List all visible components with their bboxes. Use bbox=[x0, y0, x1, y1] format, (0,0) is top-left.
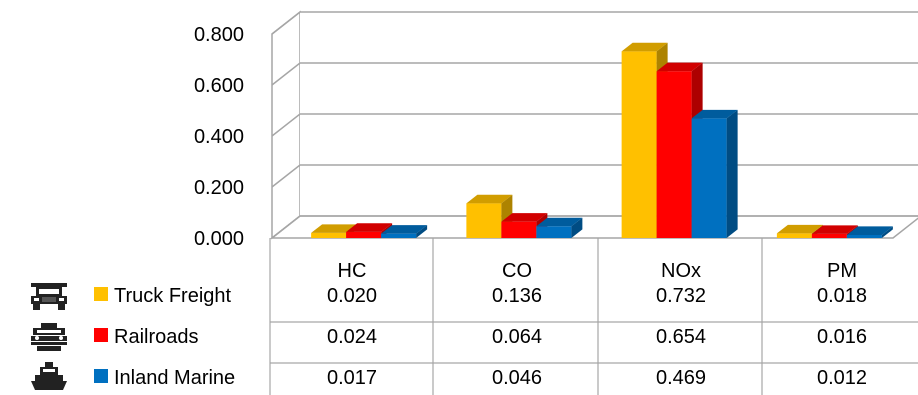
y-tick-label: 0.200 bbox=[194, 177, 244, 199]
data-table: Truck Freight 0.020 0.136 0.732 0.018 Railroa… bbox=[31, 238, 918, 395]
table-row: Truck Freight 0.020 0.136 0.732 0.018 bbox=[31, 283, 867, 310]
ship-icon bbox=[31, 362, 67, 390]
table-cell: 0.136 bbox=[492, 285, 542, 307]
bar-inland-marine-hc bbox=[381, 225, 428, 238]
legend-key bbox=[94, 369, 108, 383]
bar-inland-marine-pm bbox=[846, 226, 893, 238]
table-row: Railroads 0.024 0.064 0.654 0.016 bbox=[31, 323, 867, 351]
x-axis-category-labels: HC CO NOx PM bbox=[338, 260, 857, 282]
y-tick-label: 0.000 bbox=[194, 228, 244, 250]
y-tick-label: 0.400 bbox=[194, 126, 244, 148]
y-tick-label: 0.600 bbox=[194, 75, 244, 97]
category-label: PM bbox=[827, 260, 857, 282]
legend-key bbox=[94, 287, 108, 301]
legend-label: Truck Freight bbox=[114, 285, 232, 307]
gridline bbox=[271, 11, 918, 35]
category-label: NOx bbox=[661, 260, 701, 282]
table-cell: 0.018 bbox=[817, 285, 867, 307]
table-cell: 0.732 bbox=[656, 285, 706, 307]
table-cell: 0.020 bbox=[327, 285, 377, 307]
table-cell: 0.017 bbox=[327, 367, 377, 389]
table-cell: 0.046 bbox=[492, 367, 542, 389]
table-cell: 0.012 bbox=[817, 367, 867, 389]
legend-label: Railroads bbox=[114, 326, 198, 348]
chart-bars bbox=[311, 42, 893, 239]
table-cell: 0.016 bbox=[817, 326, 867, 348]
chart-walls bbox=[269, 10, 918, 240]
category-label: CO bbox=[502, 260, 532, 282]
y-axis-ticks: 0.000 0.200 0.400 0.600 0.800 bbox=[194, 24, 244, 250]
locomotive-icon bbox=[31, 323, 67, 351]
legend-key bbox=[94, 328, 108, 342]
legend-label: Inland Marine bbox=[114, 367, 235, 389]
table-cell: 0.064 bbox=[492, 326, 542, 348]
table-cell: 0.654 bbox=[656, 326, 706, 348]
bar-inland-marine-nox bbox=[691, 109, 738, 238]
table-cell: 0.469 bbox=[656, 367, 706, 389]
gridline bbox=[271, 62, 918, 86]
y-tick-label: 0.800 bbox=[194, 24, 244, 46]
table-cell: 0.024 bbox=[327, 326, 377, 348]
bar-inland-marine-co bbox=[536, 217, 583, 238]
truck-icon bbox=[31, 283, 67, 310]
category-label: HC bbox=[338, 260, 367, 282]
table-row: Inland Marine 0.017 0.046 0.469 0.012 bbox=[31, 362, 867, 390]
